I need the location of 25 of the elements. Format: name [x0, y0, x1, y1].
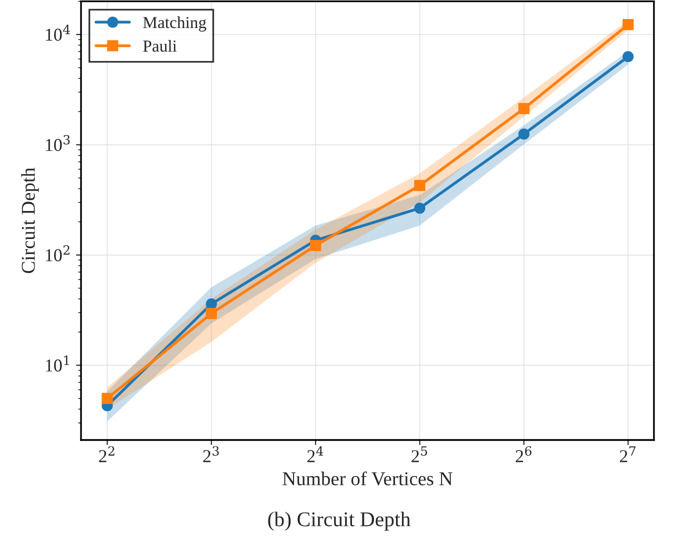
point: [206, 308, 217, 320]
x-tick-label: 2$^{5}$: [412, 446, 428, 462]
y-tick-label: 10$^{2}$: [46, 245, 70, 262]
y-axis-title: Circuit Depth: [21, 168, 39, 274]
point: [518, 103, 530, 114]
x-axis-title: Number of Vertices N: [282, 471, 452, 486]
point: [310, 240, 322, 252]
y-tick-label: 10$^{3}$: [46, 134, 70, 152]
x-tick-label: 2$^{4}$: [307, 446, 324, 462]
x-tick-label: 2$^{7}$: [620, 446, 636, 462]
y-tick-label: 10$^{4}$: [46, 24, 70, 41]
x-tick-label: 2$^{3}$: [203, 446, 219, 462]
x-tick-label: 2$^{6}$: [516, 446, 532, 462]
point: [414, 202, 426, 214]
x-tick-label: 2$^{2}$: [99, 446, 114, 462]
text: (b) Circuit Depth: [268, 512, 410, 531]
point: [102, 392, 113, 404]
y-tick-label: 10$^{1}$: [46, 355, 69, 372]
point: [518, 128, 530, 140]
point: [622, 51, 634, 62]
point: [414, 180, 426, 192]
point: [622, 19, 634, 30]
legend-label: Matching: [143, 16, 206, 32]
legend-label: Pauli: [143, 40, 177, 52]
point: [206, 298, 217, 310]
